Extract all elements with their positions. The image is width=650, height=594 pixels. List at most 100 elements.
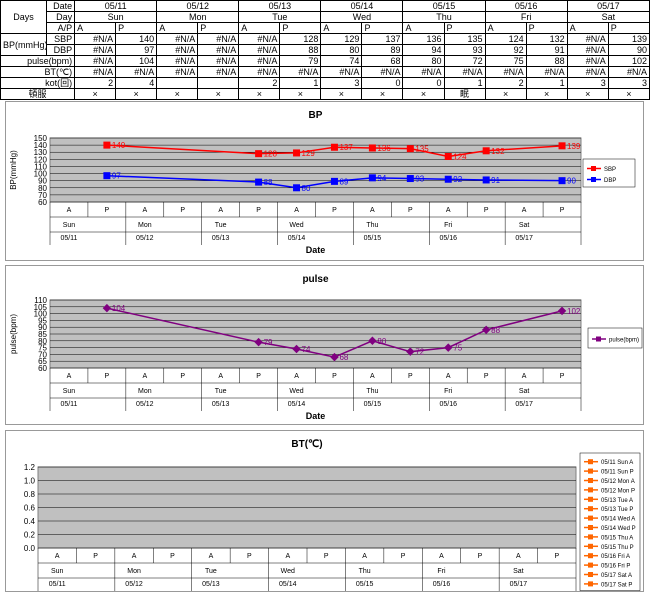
date-row: Days Date 05/11 05/12 05/13 05/14 05/15 05/16 05… <box>0 0 650 34</box>
sbp-cell: 137 <box>361 33 404 45</box>
pulse-cell: 75 <box>484 55 527 67</box>
bp-chart-panel: BP 60 70 80 90 100 110 120 130 140 150 BP(mmHg) A P A P… <box>5 101 644 261</box>
row-label-kot: kot(回) <box>0 77 76 89</box>
x-tick-day: Sun <box>63 388 76 395</box>
bt-chart: BT(℃) 0.0 0.2 0.4 0.6 0.8 1.0 1.2 A P A P A P A P A P A P A P… <box>24 439 641 591</box>
data-label: 80 <box>377 337 386 346</box>
x-tick-ap: A <box>362 553 367 560</box>
y-tick-label: 80 <box>38 337 47 346</box>
sbp-cell: #N/A <box>74 33 117 45</box>
legend-marker <box>591 177 596 182</box>
bt-cell: #N/A <box>279 66 322 78</box>
data-point <box>444 152 452 160</box>
data-label: 88 <box>264 178 273 187</box>
x-tick-ap: A <box>446 373 451 380</box>
y-tick-label: 0.2 <box>24 531 36 540</box>
legend-label: 05/11 Sun P <box>601 470 634 476</box>
data-point <box>293 184 301 192</box>
x-tick-ap: A <box>446 207 451 214</box>
data-point <box>558 142 566 150</box>
bt-cell: #N/A <box>607 66 650 78</box>
x-tick-date: 05/16 <box>439 401 457 408</box>
x-tick-date: 05/13 <box>212 235 230 242</box>
bt-cell: #N/A <box>74 66 117 78</box>
y-axis-label: BP(mmHg) <box>9 150 18 190</box>
bt-row: BT(℃) #N/A #N/A #N/A #N/A #N/A #N/A #N/A #N/A #N/… <box>0 66 650 78</box>
dbp-cell: #N/A <box>238 44 281 56</box>
x-tick-ap: A <box>294 207 299 214</box>
bt-cell: #N/A <box>484 66 527 78</box>
ap-cell: A <box>402 22 445 34</box>
sbp-cell: #N/A <box>197 33 240 45</box>
x-tick-date: 05/15 <box>364 401 382 408</box>
y-tick-label: 90 <box>38 177 47 186</box>
pulse-cell: 102 <box>607 55 650 67</box>
legend-marker <box>596 336 601 342</box>
bt-cell: #N/A <box>320 66 363 78</box>
date-cell: 05/17 <box>566 0 650 12</box>
sbp-cell: #N/A <box>566 33 609 45</box>
data-point <box>444 175 452 183</box>
x-tick-ap: P <box>560 373 565 380</box>
data-label: 102 <box>567 307 581 316</box>
row-label-bt: BT(℃) <box>0 66 76 78</box>
y-tick-label: 90 <box>38 323 47 332</box>
kot-cell: 2 <box>484 77 527 89</box>
legend-marker <box>588 572 593 577</box>
tonpuku-cell: × <box>484 88 527 100</box>
pulse-cell: 80 <box>402 55 445 67</box>
legend-marker <box>588 581 593 587</box>
sbp-cell: 139 <box>607 33 650 45</box>
kot-cell: 1 <box>525 77 568 89</box>
data-point <box>330 352 339 362</box>
dbp-cell: 91 <box>525 44 568 56</box>
dbp-cell: #N/A <box>74 44 117 56</box>
sbp-cell: #N/A <box>156 33 199 45</box>
data-label: 128 <box>264 150 278 159</box>
legend-label: DBP <box>604 178 616 184</box>
data-point <box>254 337 263 347</box>
x-tick-date: 05/13 <box>202 581 220 588</box>
legend-label: 05/14 Wed P <box>601 526 636 532</box>
legend-marker <box>588 487 593 493</box>
day-cell: Sat <box>566 11 650 23</box>
kot-cell: 2 <box>74 77 117 89</box>
legend-label: 05/15 Thu A <box>601 535 633 541</box>
y-tick-label: 60 <box>38 364 47 373</box>
sbp-row: BP(mmHg) SBP #N/A 140 #N/A #N/A #N/A 128 129 137 1… <box>0 33 650 56</box>
y-tick-label: 120 <box>34 155 48 164</box>
y-tick-label: 100 <box>34 310 48 319</box>
kot-cell: 3 <box>607 77 650 89</box>
legend-marker <box>588 562 593 568</box>
data-point <box>103 172 111 180</box>
x-tick-ap: P <box>180 207 185 214</box>
x-tick-ap: A <box>285 553 290 560</box>
bt-cell: #N/A <box>566 66 609 78</box>
x-tick-day: Sun <box>63 222 76 229</box>
data-point <box>482 147 490 155</box>
days-header: Days <box>0 0 48 34</box>
data-label: 139 <box>567 142 581 151</box>
y-tick-label: 150 <box>34 134 48 143</box>
dbp-cell: 92 <box>484 44 527 56</box>
bt-cell: #N/A <box>402 66 445 78</box>
legend-label: 05/12 Mon A <box>601 479 635 485</box>
ap-cell: P <box>115 22 158 34</box>
legend-label: 05/13 Tue A <box>601 498 633 504</box>
data-point <box>292 344 301 354</box>
data-point <box>368 336 377 346</box>
pulse-cell: 79 <box>279 55 322 67</box>
x-tick-day: Sat <box>519 388 530 395</box>
data-point <box>406 175 414 183</box>
x-tick-date: 05/15 <box>364 235 382 242</box>
legend-box <box>582 158 636 188</box>
legend-marker <box>588 478 593 483</box>
x-tick-ap: A <box>516 553 521 560</box>
day-row: Day Sun Mon Tue Wed Thu Fri Sat <box>1 11 650 23</box>
ap-cell: A <box>320 22 363 34</box>
data-point <box>255 150 263 158</box>
x-tick-day: Wed <box>289 388 303 395</box>
x-tick-ap: P <box>484 373 489 380</box>
bt-cell: #N/A <box>238 66 281 78</box>
